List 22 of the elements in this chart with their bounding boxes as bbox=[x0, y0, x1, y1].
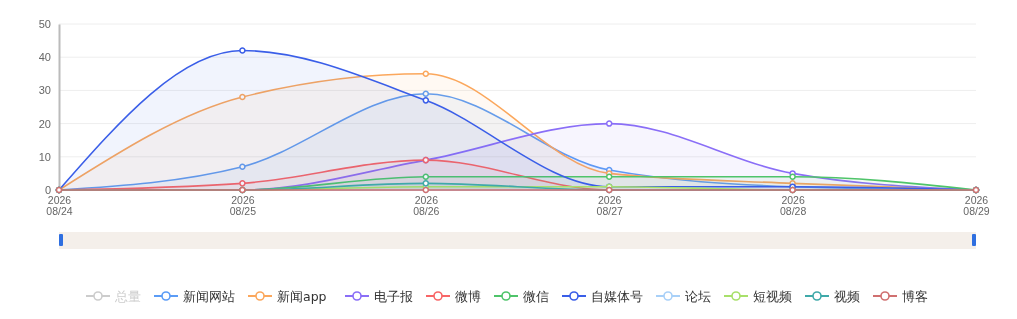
x-tick-label: 2026 08/29 bbox=[963, 194, 990, 217]
legend-label: 论坛 bbox=[685, 288, 711, 304]
y-tick-label: 30 bbox=[38, 84, 51, 97]
y-tick-label: 0 bbox=[44, 184, 51, 197]
legend-label: 博客 bbox=[902, 288, 928, 304]
legend-label: 短视频 bbox=[753, 288, 792, 304]
x-tick-label: 2026 08/28 bbox=[779, 194, 807, 217]
x-tick-label: 2026 08/24 bbox=[46, 194, 73, 217]
y-tick-label: 20 bbox=[38, 117, 51, 130]
y-tick-label: 10 bbox=[38, 150, 51, 163]
legend-label: 自媒体号 bbox=[591, 288, 643, 304]
legend-label: 视频 bbox=[834, 288, 860, 304]
legend-label: 新闻app bbox=[277, 288, 327, 304]
legend-label: 微博 bbox=[455, 288, 481, 304]
y-tick-label: 50 bbox=[38, 18, 51, 31]
x-tick-label: 2026 08/26 bbox=[413, 194, 440, 217]
y-tick-label: 40 bbox=[38, 51, 51, 64]
x-tick-label: 2026 08/25 bbox=[229, 194, 257, 217]
legend-label: 电子报 bbox=[374, 288, 413, 304]
legend-label: 微信 bbox=[523, 288, 549, 304]
x-tick-label: 2026 08/27 bbox=[596, 194, 623, 217]
legend-label: 新闻网站 bbox=[183, 288, 235, 304]
